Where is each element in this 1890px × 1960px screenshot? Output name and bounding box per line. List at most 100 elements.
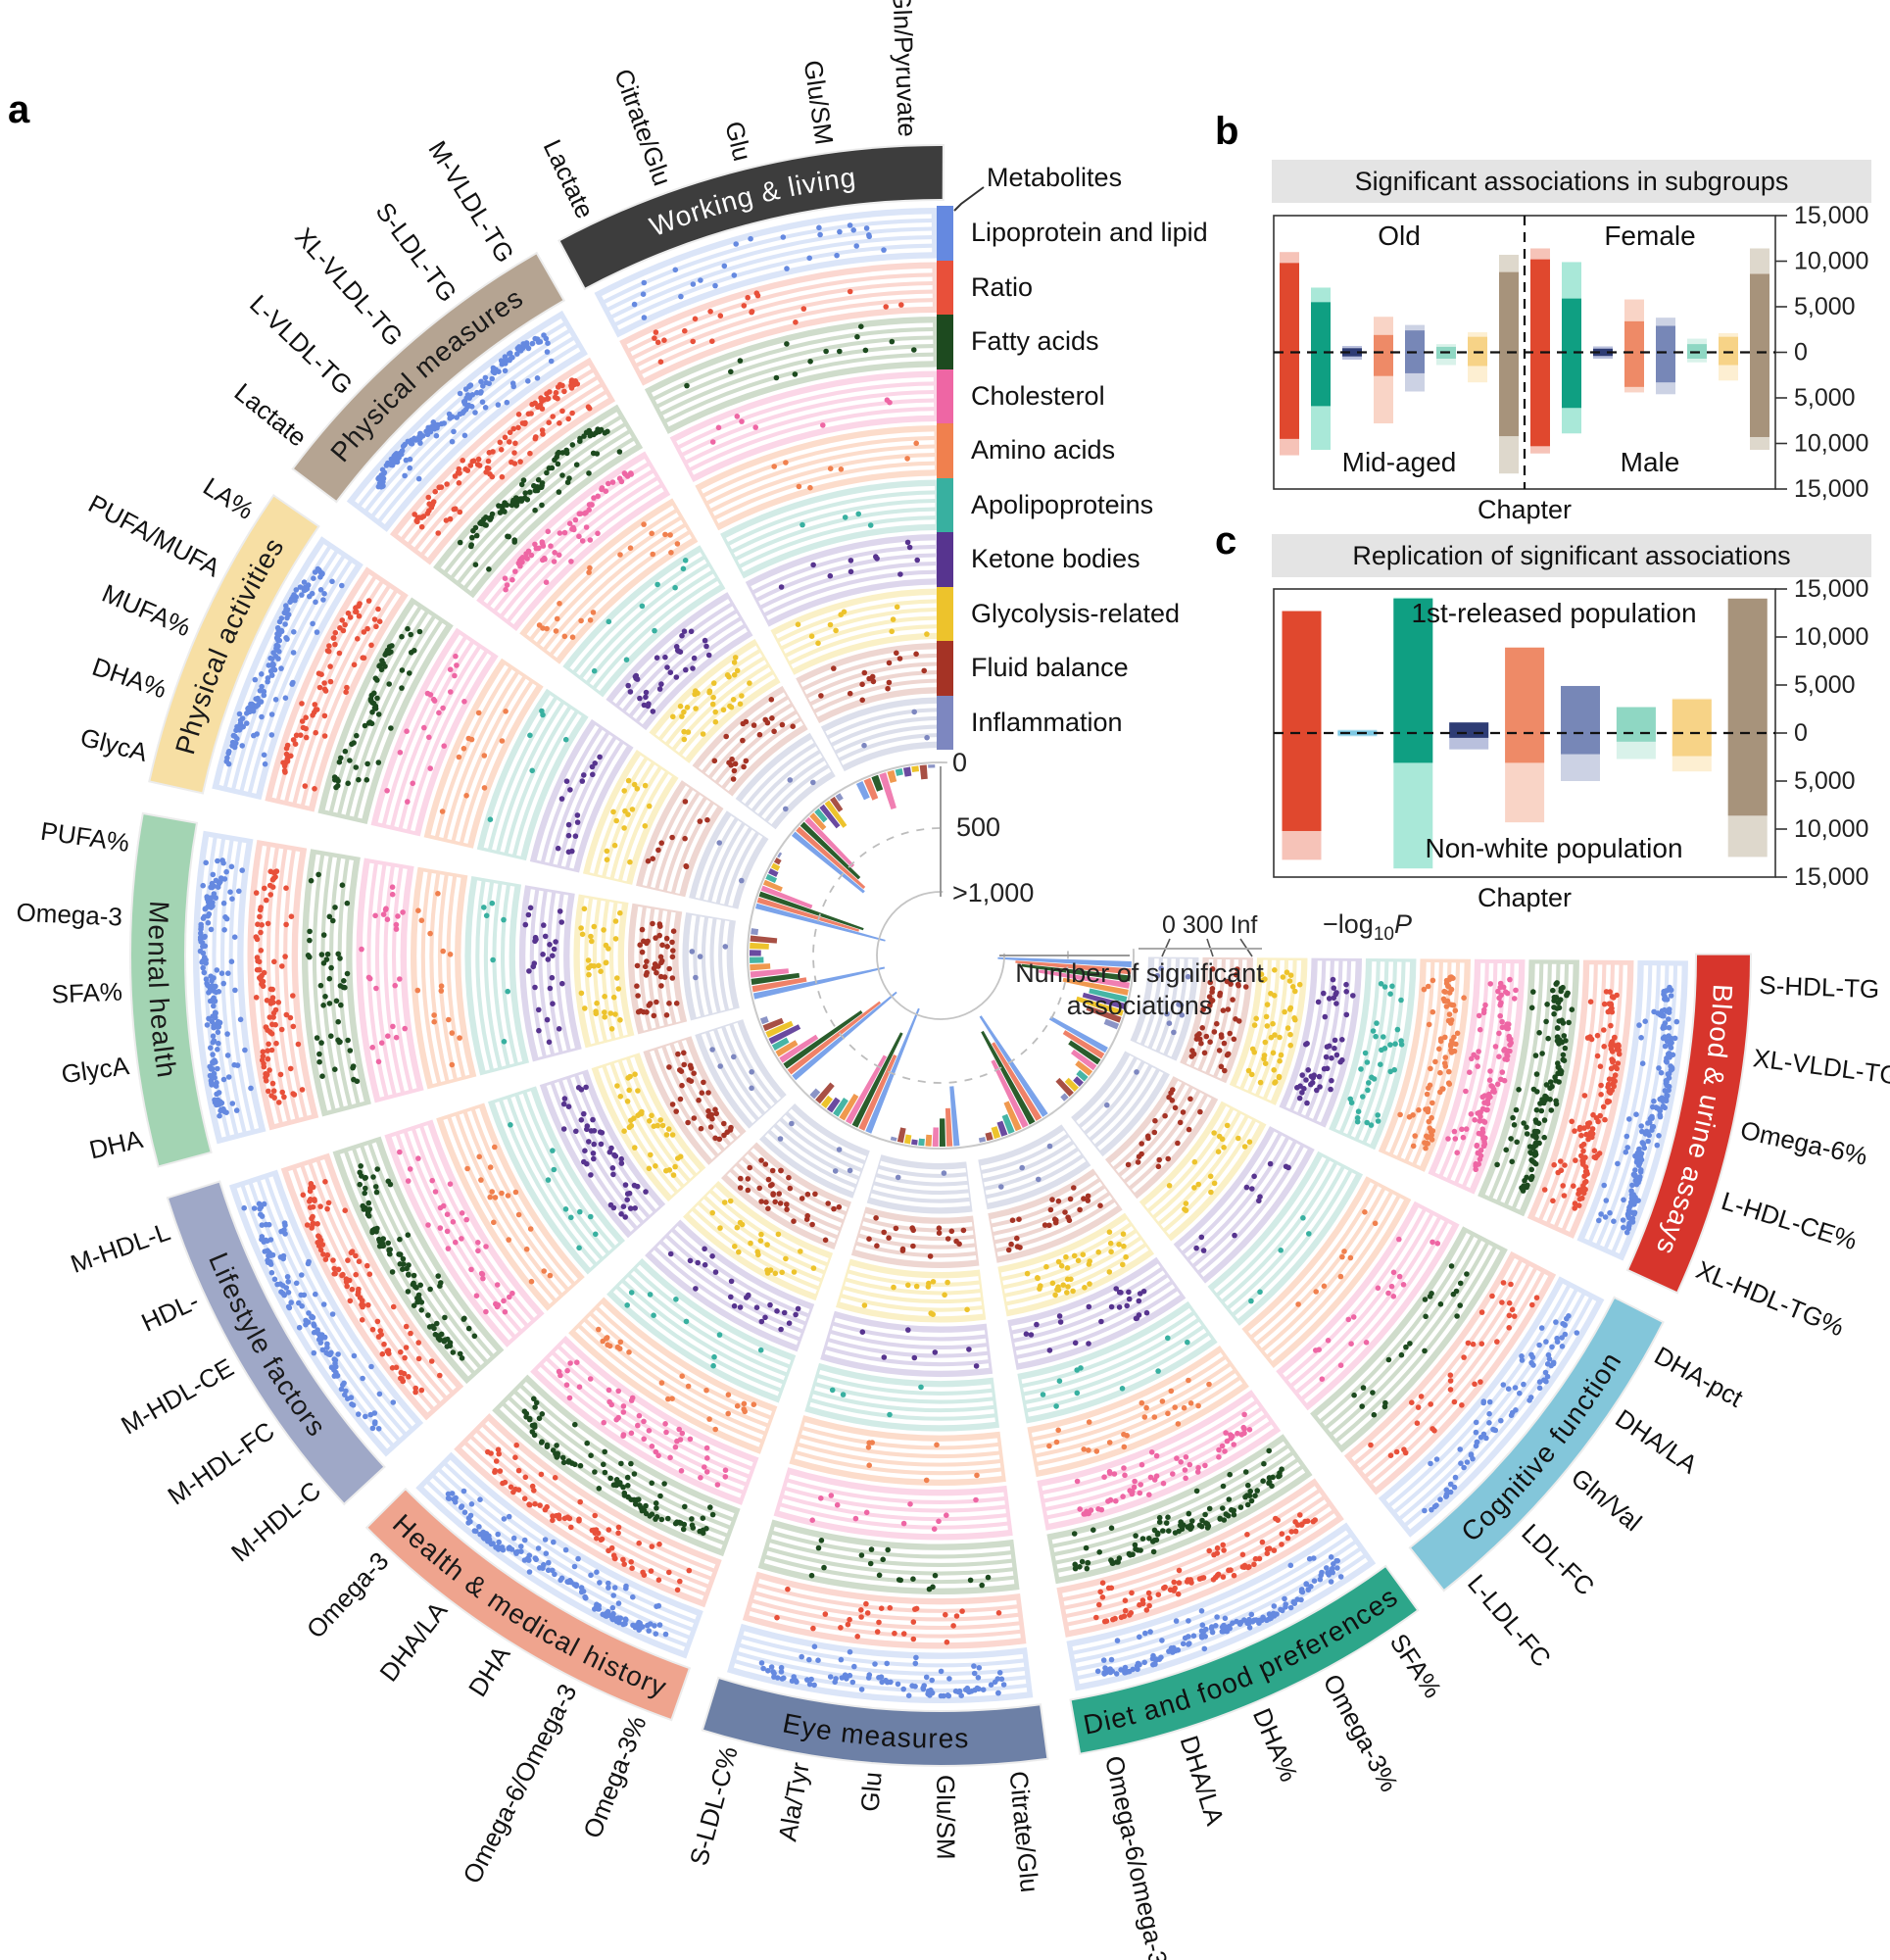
assoc-bar <box>939 1118 946 1147</box>
assoc-bar <box>833 1097 848 1117</box>
legend-swatch <box>937 368 953 423</box>
assoc-bar <box>777 852 783 858</box>
assoc-bar <box>1082 992 1126 1009</box>
assoc-bar <box>1064 1077 1080 1093</box>
bar-solid <box>1719 336 1738 366</box>
legend-swatch <box>937 206 953 261</box>
assoc-bar <box>826 1097 841 1113</box>
assoc-bar <box>815 1082 835 1104</box>
assoc-bar <box>1086 1005 1122 1023</box>
assoc-bar <box>1103 1018 1120 1030</box>
assoc-bar <box>979 1015 1048 1117</box>
panel-c-letter: c <box>1215 519 1237 563</box>
bar-solid <box>1311 302 1331 407</box>
metabolite-label: S-HDL-TG <box>1759 970 1880 1004</box>
chapter-band-3 <box>129 811 213 1168</box>
metabolite-label: Omega-3 <box>301 1546 395 1644</box>
assoc-bar <box>897 1127 906 1144</box>
assoc-bar <box>814 808 828 823</box>
metabolite-label: Citrate/Glu <box>1003 1770 1044 1894</box>
metabolite-label: LA% <box>198 471 259 525</box>
assoc-bar <box>765 873 778 883</box>
legend-swatch <box>937 532 953 587</box>
y-tick: 15,000 <box>1794 575 1868 603</box>
metabolite-label: HDL- <box>137 1286 204 1338</box>
legend-label: Ketone bodies <box>971 544 1140 574</box>
legend-label: Apolipoproteins <box>971 489 1154 519</box>
legend-label: Amino acids <box>971 435 1116 466</box>
metabolite-label: Ala/Tyr <box>772 1760 814 1843</box>
assoc-bar <box>992 1042 1042 1121</box>
legend-swatch <box>937 315 953 369</box>
assoc-bar <box>1015 960 1132 975</box>
assoc-bar <box>792 991 897 1081</box>
assoc-bar <box>997 956 1132 968</box>
assoc-bar <box>996 1120 1008 1137</box>
assoc-bar <box>895 768 903 776</box>
bar-solid <box>1499 271 1519 437</box>
assoc-bar <box>932 1127 939 1147</box>
assoc-bar <box>1003 1101 1022 1132</box>
metabolite-label: DHA <box>86 1124 146 1165</box>
center-label: associations <box>1067 991 1213 1020</box>
assoc-bar <box>775 1040 799 1057</box>
assoc-bar <box>1068 1040 1101 1065</box>
assoc-bar <box>902 766 912 777</box>
assoc-bar <box>809 812 827 831</box>
metabolite-label: MUFA% <box>98 578 195 643</box>
legend-swatch <box>937 477 953 532</box>
assoc-bar <box>750 968 790 978</box>
bar-solid <box>1374 334 1393 376</box>
population-label-top: 1st-released population <box>1411 598 1696 628</box>
pscale-ticks: 0 300 Inf <box>1162 911 1257 939</box>
bar-solid <box>1750 273 1769 437</box>
assoc-bar <box>858 1054 897 1131</box>
assoc-bar <box>804 816 855 868</box>
metabolite-legend: Lipoprotein and lipid Ratio Fatty acids Cho… <box>937 206 1208 750</box>
bar-solid <box>1616 707 1656 742</box>
panel-a-letter: a <box>8 88 30 131</box>
assoc-bar <box>1076 996 1124 1016</box>
panel-c-xlabel: Chapter <box>1477 883 1573 912</box>
assoc-bar <box>1075 1060 1093 1076</box>
center-label: Number of significant <box>1015 958 1264 988</box>
legend-swatch <box>937 586 953 641</box>
chapter-band-8 <box>1408 1296 1665 1592</box>
assoc-bar <box>751 972 800 986</box>
metabolite-label: DHA% <box>88 652 170 705</box>
y-tick: 10,000 <box>1794 248 1868 275</box>
subgroup-label: Female <box>1604 220 1695 251</box>
chapter-band-6 <box>701 1676 1049 1767</box>
chapter-band-9 <box>1625 953 1753 1295</box>
assoc-bar <box>887 769 897 784</box>
legend-callout-line <box>953 186 985 212</box>
bar-solid <box>1672 699 1712 757</box>
assoc-bar <box>1062 977 1129 996</box>
assoc-bar <box>750 963 771 971</box>
bar-solid <box>1727 598 1768 816</box>
assoc-bar <box>1070 1049 1097 1071</box>
assoc-bar <box>752 966 886 1000</box>
assoc-bar <box>911 765 919 773</box>
assoc-bar <box>839 1094 859 1121</box>
assoc-bar <box>800 821 861 880</box>
bar-solid <box>1505 647 1545 763</box>
assoc-bar <box>919 764 928 780</box>
metabolite-label: Gln/Val <box>1566 1462 1648 1537</box>
inner-axis-tick: 500 <box>956 812 1000 842</box>
metabolite-label: S-LDL-TG <box>370 197 463 308</box>
y-tick: 5,000 <box>1794 384 1856 412</box>
metabolite-label: PUFA% <box>39 816 131 858</box>
panel-c-chart: 15,000 10,000 5,000 0 5,000 10,000 15,000 1st-r… <box>1273 575 1868 891</box>
metabolite-label: L-VLDL-TG <box>244 289 359 401</box>
legend-item-2: Fatty acids <box>937 315 1208 369</box>
assoc-bar <box>750 956 764 963</box>
metabolite-label: M-VLDL-TG <box>422 135 520 268</box>
metabolite-label: DHA-pct <box>1650 1341 1749 1413</box>
assoc-bar <box>1021 963 1131 982</box>
assoc-bar <box>1062 1030 1105 1059</box>
legend-label: Cholesterol <box>971 380 1105 411</box>
legend-item-9: Inflammation <box>937 695 1208 750</box>
assoc-bar <box>835 793 844 802</box>
legend-swatch <box>937 641 953 696</box>
